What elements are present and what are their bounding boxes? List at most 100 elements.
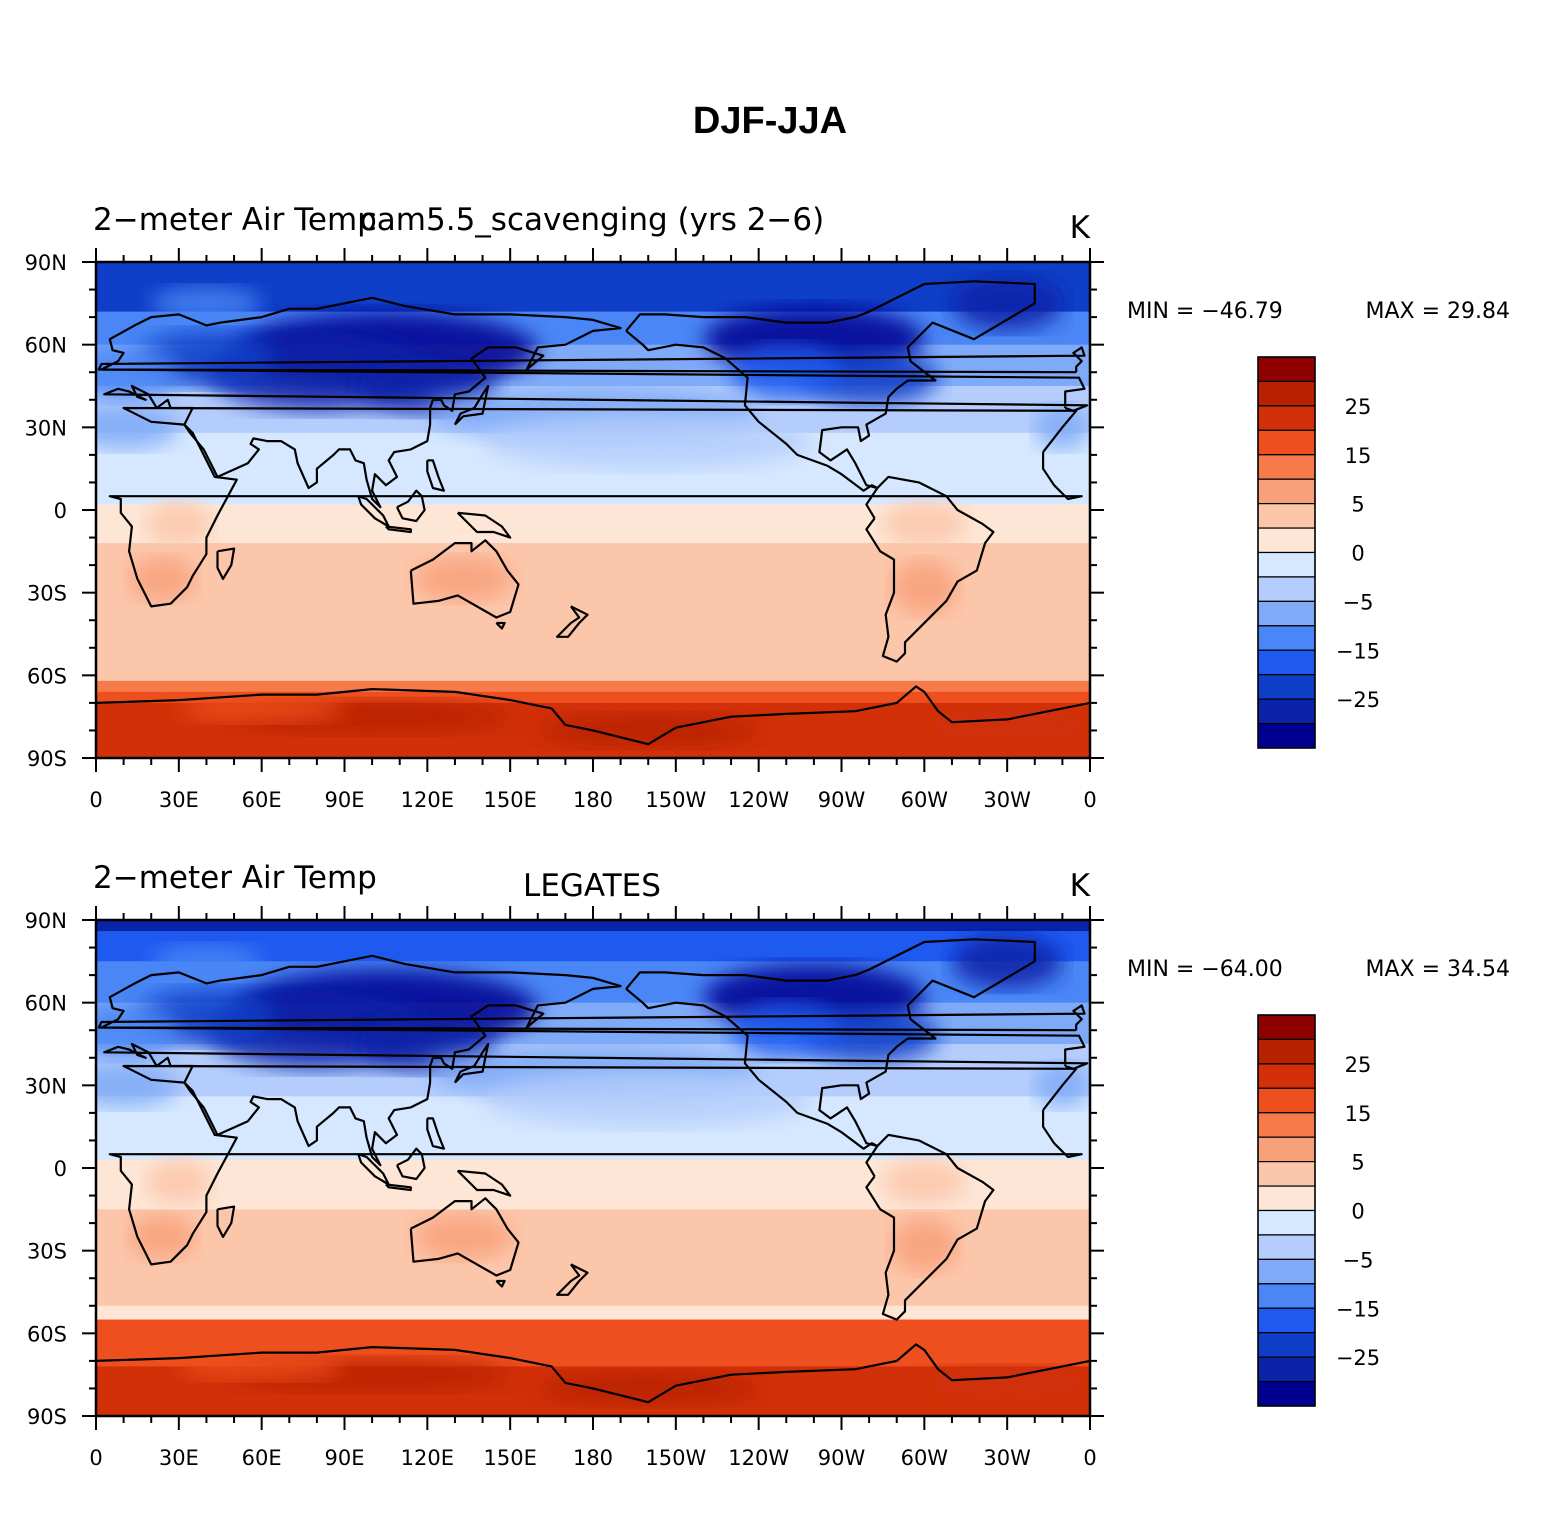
coastline [495, 621, 506, 630]
lat-tick-label: 0 [54, 1157, 67, 1181]
lon-tick-label: 180 [573, 788, 613, 812]
max-label: MAX = 34.54 [1365, 957, 1510, 982]
temp-anomaly [178, 1352, 345, 1381]
map-panel-bottom: 2−meter Air Temp LEGATES K 0 30E 60E 90E 120… [25, 860, 1510, 1470]
colorbar-label: 25 [1345, 395, 1372, 419]
coastline [495, 1279, 506, 1288]
temp-anomaly [891, 559, 958, 615]
colorbar: 25 15 5 0 −5 −15 −25 [1257, 1014, 1380, 1407]
colorbar-swatch [1257, 380, 1316, 407]
map-panel-top: 2−meter Air Temp cam5.5_scavenging (yrs … [25, 202, 1510, 812]
colorbar-label: 5 [1351, 493, 1364, 517]
lon-tick-label: 150E [483, 788, 536, 812]
colorbar-swatch [1257, 1332, 1316, 1358]
colorbar-swatch [1257, 405, 1316, 431]
panel-left-title: 2−meter Air Temp [93, 860, 377, 896]
coastline [426, 459, 445, 492]
temp-band [96, 920, 1090, 932]
temp-anomaly [951, 933, 1063, 989]
temperature-map [96, 262, 1090, 758]
colorbar-label: 5 [1351, 1151, 1364, 1175]
colorbar-swatch [1257, 478, 1316, 505]
lat-tick-label: 30N [25, 416, 67, 440]
colorbar-label: 0 [1351, 1200, 1364, 1224]
lat-tick-label: 60N [25, 992, 67, 1016]
coastline [385, 1183, 412, 1192]
colorbar-swatch [1257, 454, 1316, 480]
lon-tick-label: 90E [325, 1446, 365, 1470]
colorbar-swatch [1257, 649, 1316, 676]
lat-tick-label: 30S [27, 1240, 67, 1264]
coastline [97, 346, 1086, 374]
lon-tick-label: 60E [242, 788, 282, 812]
map-axes: 0 30E 60E 90E 120E 150E 180 150W 120W 90W 60W 30W 09… [25, 906, 1104, 1470]
lon-tick-label: 180 [573, 1446, 613, 1470]
colorbar-swatch [1257, 356, 1316, 383]
lon-tick-label: 0 [1083, 1446, 1096, 1470]
lat-tick-label: 90S [27, 747, 67, 771]
lon-tick-label: 0 [1083, 788, 1096, 812]
coastline [556, 1263, 589, 1296]
colorbar-label: −25 [1336, 1346, 1380, 1370]
colorbar-swatch [1257, 429, 1316, 456]
colorbar-label: 0 [1351, 542, 1364, 566]
colorbar-swatch [1257, 674, 1316, 700]
panel-units: K [1070, 210, 1091, 246]
max-label: MAX = 29.84 [1365, 299, 1510, 324]
colorbar-swatch [1257, 503, 1316, 529]
coastline [96, 685, 1090, 746]
temp-band [96, 1264, 1090, 1307]
temp-anomaly [145, 1159, 212, 1204]
temp-band [96, 691, 1090, 704]
lon-tick-label: 0 [89, 1446, 102, 1470]
temp-band [96, 661, 1090, 682]
coastline [453, 1042, 490, 1084]
lon-tick-label: 150W [645, 788, 706, 812]
temp-anomaly [129, 1214, 196, 1259]
colorbar-label: −15 [1336, 1297, 1380, 1321]
coastline [100, 296, 1089, 509]
panel-center-title: LEGATES [523, 868, 661, 904]
coastline [556, 605, 589, 638]
panel-center-title: cam5.5_scavenging (yrs 2−6) [360, 202, 824, 238]
lat-tick-label: 90S [27, 1405, 67, 1429]
temp-band [96, 1305, 1090, 1321]
temp-anomaly [882, 1159, 966, 1204]
map-axes: 0 30E 60E 90E 120E 150E 180 150W 120W 90W 60W 30W 09… [25, 248, 1104, 812]
colorbar-swatch [1257, 625, 1316, 651]
colorbar-swatch [1257, 527, 1316, 554]
lat-tick-label: 60S [27, 664, 67, 688]
coastline [409, 539, 520, 619]
coastline [625, 280, 1036, 492]
temp-band [96, 262, 1090, 280]
coastline [865, 475, 995, 663]
panel-left-title: 2−meter Air Temp [93, 202, 377, 238]
lat-tick-label: 60S [27, 1322, 67, 1346]
temp-anomaly [96, 344, 179, 400]
coastline [108, 406, 1083, 608]
coastline [100, 954, 1089, 1167]
colorbar-swatch [1257, 1380, 1316, 1407]
colorbar-label: −5 [1343, 1248, 1374, 1272]
lat-tick-label: 90N [25, 251, 67, 275]
colorbar-label: −5 [1343, 590, 1374, 614]
temp-anomaly [96, 1063, 179, 1108]
colorbar-swatch [1257, 600, 1316, 627]
temp-band [96, 1319, 1090, 1351]
colorbar-frame [1257, 1014, 1316, 1407]
coastline [396, 1147, 426, 1181]
colorbar-swatch [1257, 1234, 1316, 1260]
lon-tick-label: 0 [89, 788, 102, 812]
temp-anomaly [151, 944, 262, 978]
colorbar-swatch [1257, 1063, 1316, 1089]
colorbar-swatch [1257, 576, 1316, 602]
colorbar-label: 15 [1345, 1102, 1372, 1126]
lon-tick-label: 30W [983, 788, 1031, 812]
temp-band [96, 606, 1090, 663]
min-label: MIN = −64.00 [1127, 957, 1283, 982]
colorbar-swatch [1257, 1014, 1316, 1041]
colorbar-frame [1257, 356, 1316, 749]
lon-tick-label: 30E [159, 1446, 199, 1470]
lon-tick-label: 120W [728, 1446, 789, 1470]
